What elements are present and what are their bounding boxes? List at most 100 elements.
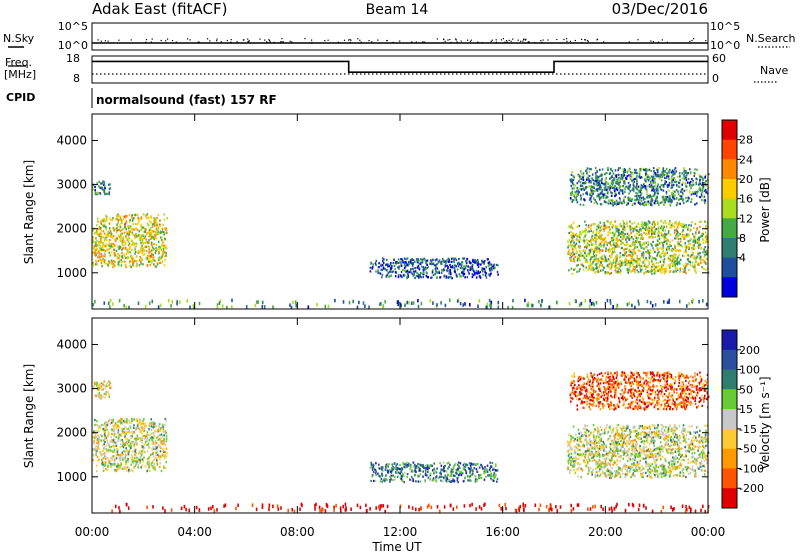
heatmap-cell bbox=[665, 251, 667, 255]
nsky-noise-dot bbox=[411, 41, 413, 43]
heatmap-cell bbox=[570, 226, 573, 229]
heatmap-cell bbox=[160, 440, 163, 443]
heatmap-cell bbox=[639, 270, 642, 273]
heatmap-cell bbox=[666, 185, 669, 188]
heatmap-cell bbox=[401, 276, 403, 279]
heatmap-cell bbox=[596, 246, 599, 249]
heatmap-cell bbox=[702, 238, 704, 241]
heatmap-cell bbox=[470, 479, 472, 482]
heatmap-cell bbox=[586, 167, 589, 170]
heatmap-cell bbox=[162, 425, 164, 429]
heatmap-cell bbox=[691, 178, 693, 181]
heatmap-cell bbox=[102, 427, 104, 431]
heatmap-cell bbox=[140, 429, 142, 432]
heatmap-cell bbox=[396, 463, 398, 466]
nsky-noise-dot bbox=[118, 39, 120, 41]
heatmap-cell bbox=[409, 463, 412, 466]
heatmap-cell bbox=[462, 274, 465, 277]
heatmap-cell bbox=[681, 230, 683, 233]
heatmap-cell bbox=[422, 258, 424, 261]
heatmap-cell bbox=[574, 247, 577, 250]
heatmap-cell bbox=[655, 261, 658, 264]
heatmap-cell bbox=[576, 182, 579, 185]
heatmap-cell bbox=[153, 464, 155, 467]
heatmap-cell bbox=[633, 243, 636, 246]
heatmap-cell bbox=[445, 276, 447, 279]
heatmap-cell bbox=[107, 457, 109, 460]
heatmap-cell bbox=[644, 197, 646, 200]
heatmap-cell bbox=[636, 174, 638, 177]
heatmap-cell bbox=[431, 271, 434, 274]
heatmap-cell bbox=[405, 463, 407, 467]
nsky-noise-dot bbox=[371, 41, 373, 43]
heatmap-cell bbox=[120, 463, 123, 466]
heatmap-cell bbox=[629, 229, 632, 232]
heatmap-cell bbox=[579, 194, 582, 197]
heatmap-cell bbox=[600, 233, 603, 236]
heatmap-cell bbox=[107, 234, 110, 238]
heatmap-cell bbox=[608, 255, 611, 258]
heatmap-cell bbox=[606, 243, 608, 247]
heatmap-cell bbox=[108, 191, 111, 194]
heatmap-cell bbox=[149, 234, 151, 237]
heatmap-cell bbox=[591, 234, 594, 237]
heatmap-cell bbox=[623, 248, 626, 251]
heatmap-cell bbox=[371, 466, 374, 470]
heatmap-cell bbox=[389, 270, 391, 273]
heatmap-cell bbox=[538, 299, 540, 304]
heatmap-cell bbox=[667, 175, 670, 178]
heatmap-cell bbox=[159, 427, 162, 430]
heatmap-cell bbox=[611, 226, 614, 229]
heatmap-cell bbox=[654, 184, 657, 187]
heatmap-cell bbox=[619, 265, 622, 268]
heatmap-cell bbox=[481, 465, 483, 468]
heatmap-cell bbox=[98, 451, 101, 454]
heatmap-cell bbox=[624, 261, 626, 264]
heatmap-cell bbox=[261, 304, 264, 309]
heatmap-cell bbox=[105, 262, 108, 265]
heatmap-cell bbox=[469, 471, 471, 474]
heatmap-cell bbox=[100, 247, 103, 250]
heatmap-cell bbox=[119, 238, 121, 241]
heatmap-cell bbox=[614, 264, 617, 267]
heatmap-cell bbox=[163, 264, 166, 267]
heatmap-cell bbox=[121, 228, 123, 231]
heatmap-cell bbox=[156, 462, 158, 465]
heatmap-cell bbox=[574, 299, 577, 303]
nsky-frame bbox=[91, 22, 709, 51]
heatmap-cell bbox=[585, 254, 588, 257]
heatmap-cell bbox=[663, 272, 666, 275]
heatmap-cell bbox=[681, 188, 683, 191]
heatmap-cell bbox=[661, 247, 663, 250]
heatmap-cell bbox=[638, 257, 640, 261]
heatmap-cell bbox=[448, 272, 450, 275]
heatmap-cell bbox=[573, 187, 575, 190]
heatmap-cell bbox=[656, 200, 659, 203]
heatmap-cell bbox=[451, 264, 454, 267]
heatmap-cell bbox=[453, 268, 456, 271]
heatmap-cell bbox=[581, 184, 584, 188]
heatmap-cell bbox=[411, 267, 414, 271]
heatmap-cell bbox=[632, 172, 634, 175]
heatmap-cell bbox=[609, 260, 612, 264]
heatmap-cell bbox=[134, 453, 136, 457]
heatmap-cell bbox=[136, 242, 138, 245]
heatmap-cell bbox=[668, 265, 671, 268]
heatmap-cell bbox=[151, 461, 153, 465]
heatmap-cell bbox=[609, 249, 611, 252]
heatmap-cell bbox=[158, 423, 161, 426]
heatmap-cell bbox=[490, 477, 492, 480]
heatmap-cell bbox=[162, 449, 164, 452]
heatmap-cell bbox=[162, 250, 165, 253]
heatmap-cell bbox=[103, 182, 106, 186]
heatmap-cell bbox=[600, 245, 602, 248]
heatmap-cell bbox=[125, 266, 127, 269]
heatmap-cell bbox=[640, 228, 642, 231]
heatmap-cell bbox=[653, 185, 656, 188]
nsky-noise-dot bbox=[269, 41, 271, 43]
heatmap-cell bbox=[453, 266, 456, 269]
heatmap-cell bbox=[100, 233, 102, 236]
heatmap-cell bbox=[101, 182, 103, 185]
heatmap-cell bbox=[689, 263, 691, 266]
heatmap-cell bbox=[654, 177, 656, 181]
